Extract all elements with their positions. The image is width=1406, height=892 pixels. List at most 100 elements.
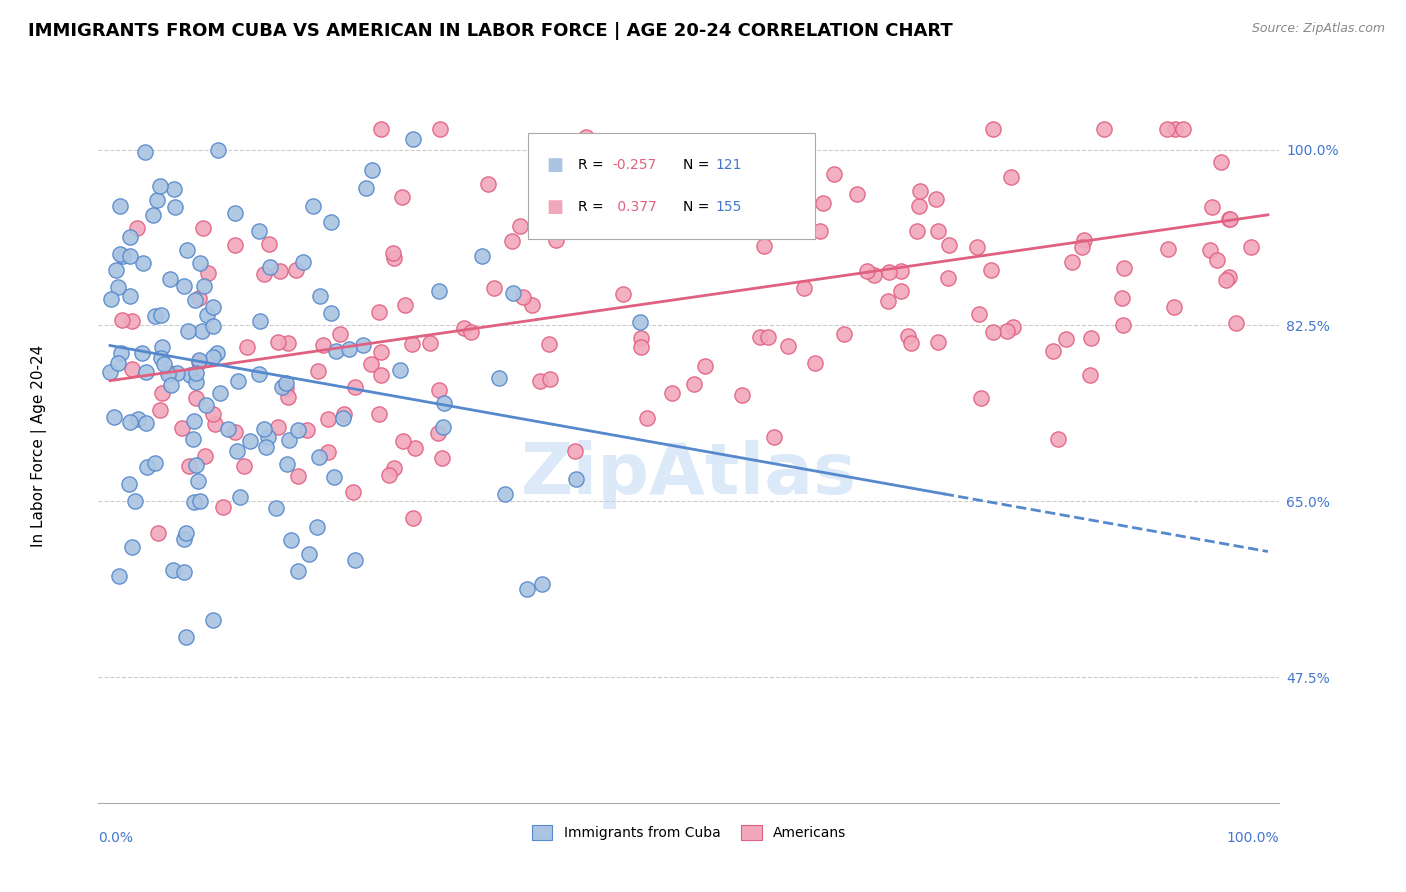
Point bbox=[460, 326, 482, 340]
Point bbox=[537, 223, 560, 237]
Point bbox=[309, 289, 332, 303]
Point bbox=[201, 350, 224, 364]
Point bbox=[207, 143, 229, 157]
Text: Source: ZipAtlas.com: Source: ZipAtlas.com bbox=[1251, 22, 1385, 36]
Point bbox=[107, 356, 129, 370]
Point bbox=[173, 533, 195, 547]
Point bbox=[516, 582, 538, 596]
Point bbox=[1163, 122, 1185, 136]
Point bbox=[118, 477, 141, 491]
Point bbox=[186, 375, 208, 389]
Point bbox=[211, 500, 233, 514]
Point bbox=[247, 224, 270, 238]
Point bbox=[125, 220, 148, 235]
Point bbox=[482, 281, 505, 295]
Point bbox=[193, 279, 215, 293]
Point bbox=[264, 500, 287, 515]
Point bbox=[394, 298, 416, 312]
Point bbox=[695, 359, 717, 373]
Point bbox=[136, 459, 159, 474]
Point bbox=[274, 381, 297, 395]
Point bbox=[98, 366, 121, 380]
Point bbox=[1163, 300, 1185, 314]
Point bbox=[194, 449, 217, 463]
Point bbox=[224, 425, 246, 440]
Point bbox=[121, 541, 143, 555]
Point bbox=[233, 458, 256, 473]
Point bbox=[682, 377, 704, 392]
Point bbox=[1201, 200, 1223, 214]
Point bbox=[402, 132, 425, 146]
Point bbox=[927, 223, 949, 237]
Point bbox=[1215, 273, 1237, 287]
Point bbox=[153, 357, 176, 371]
Text: ■: ■ bbox=[547, 198, 564, 216]
Point bbox=[1071, 239, 1094, 253]
Point bbox=[332, 411, 354, 425]
Point bbox=[575, 130, 598, 145]
Point bbox=[172, 421, 194, 435]
Point bbox=[907, 199, 929, 213]
Point bbox=[287, 423, 309, 437]
Point bbox=[924, 192, 946, 206]
Point bbox=[107, 280, 129, 294]
Point bbox=[173, 278, 195, 293]
Point bbox=[143, 309, 166, 323]
Point bbox=[1239, 240, 1261, 254]
Point bbox=[226, 444, 249, 458]
Point bbox=[432, 420, 454, 434]
Point bbox=[361, 163, 384, 178]
Point bbox=[628, 316, 651, 330]
Point bbox=[370, 368, 392, 382]
Point bbox=[284, 263, 307, 277]
Point bbox=[280, 533, 302, 548]
Text: IMMIGRANTS FROM CUBA VS AMERICAN IN LABOR FORCE | AGE 20-24 CORRELATION CHART: IMMIGRANTS FROM CUBA VS AMERICAN IN LABO… bbox=[28, 22, 953, 40]
Text: 100.0%: 100.0% bbox=[1227, 831, 1279, 846]
Point bbox=[1114, 260, 1136, 275]
Point bbox=[302, 198, 325, 212]
Point bbox=[429, 122, 451, 136]
Point bbox=[342, 485, 364, 500]
Point bbox=[188, 494, 211, 508]
Point bbox=[433, 395, 456, 409]
Point bbox=[367, 407, 389, 421]
Text: ZipAtlas: ZipAtlas bbox=[522, 440, 856, 509]
Point bbox=[239, 434, 262, 449]
Point bbox=[793, 281, 815, 295]
Point bbox=[134, 145, 156, 159]
Point bbox=[247, 367, 270, 381]
Point bbox=[321, 306, 343, 320]
Point bbox=[121, 362, 143, 376]
Point bbox=[236, 340, 259, 354]
Point bbox=[731, 388, 754, 402]
Point bbox=[177, 459, 200, 474]
Point bbox=[253, 267, 276, 281]
Point bbox=[277, 336, 299, 351]
Point bbox=[983, 326, 1005, 340]
Point bbox=[157, 367, 180, 381]
Point bbox=[267, 334, 290, 349]
Point bbox=[1078, 368, 1101, 382]
Point bbox=[1080, 331, 1102, 345]
Point bbox=[270, 380, 292, 394]
Point bbox=[488, 371, 510, 385]
Point bbox=[195, 397, 218, 411]
Text: ■: ■ bbox=[547, 156, 564, 175]
Point bbox=[1000, 170, 1022, 185]
Point bbox=[823, 167, 845, 181]
Point bbox=[522, 298, 544, 312]
Point bbox=[103, 410, 125, 425]
Point bbox=[253, 422, 276, 436]
Point bbox=[187, 353, 209, 368]
Point bbox=[752, 239, 775, 253]
Point bbox=[546, 233, 568, 247]
Point bbox=[150, 385, 173, 400]
Point bbox=[316, 445, 339, 459]
Text: N =: N = bbox=[683, 159, 710, 172]
Point bbox=[135, 365, 157, 379]
Point bbox=[748, 330, 770, 344]
Point bbox=[378, 467, 401, 482]
Point bbox=[612, 286, 634, 301]
Point bbox=[382, 251, 405, 265]
Point bbox=[197, 266, 219, 280]
